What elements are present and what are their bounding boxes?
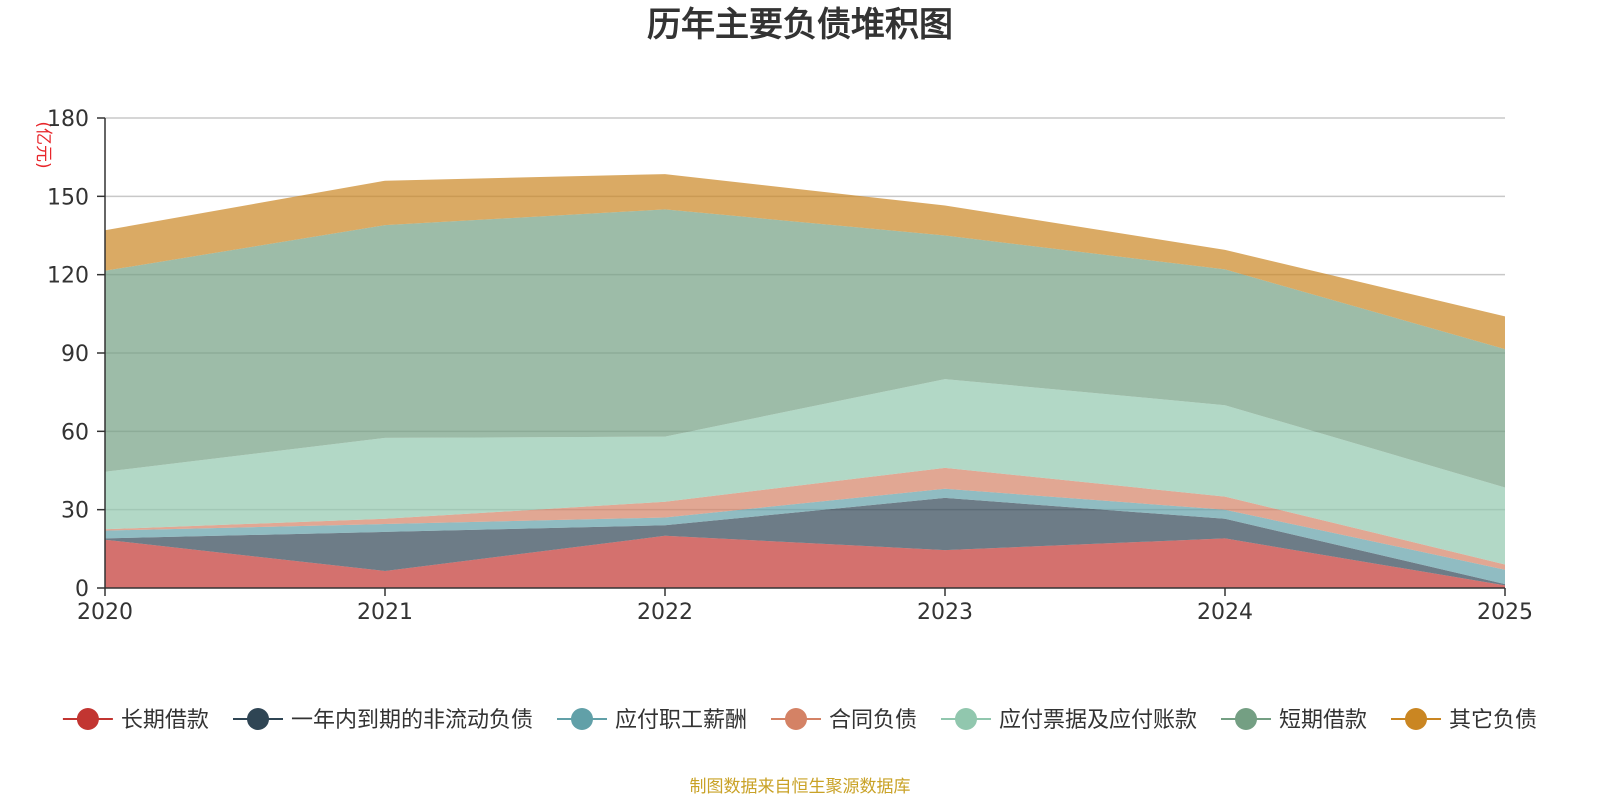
x-tick-label: 2024 (1197, 600, 1253, 625)
data-source-note: 制图数据来自恒生聚源数据库 (690, 777, 911, 797)
x-tick-label: 2021 (357, 600, 413, 625)
y-tick-label: 150 (47, 185, 89, 210)
y-tick-label: 180 (47, 107, 89, 132)
area-series-4 (105, 379, 1505, 565)
y-tick-label: 30 (61, 499, 89, 524)
legend-label: 合同负债 (829, 708, 917, 733)
legend-item-4[interactable]: 应付票据及应付账款 (941, 708, 1197, 733)
x-tick-label: 2022 (637, 600, 693, 625)
y-tick-label: 60 (61, 420, 89, 445)
legend-label: 一年内到期的非流动负债 (291, 708, 533, 733)
legend-label: 长期借款 (121, 708, 209, 733)
y-tick-label: 120 (47, 264, 89, 289)
chart-title: 历年主要负债堆积图 (647, 5, 953, 45)
legend-marker-icon (955, 708, 977, 730)
area-series-1 (105, 497, 1505, 586)
legend-item-6[interactable]: 其它负债 (1391, 708, 1537, 733)
legend-item-5[interactable]: 短期借款 (1221, 708, 1367, 733)
legend-marker-icon (1235, 708, 1257, 730)
legend-marker-icon (571, 708, 593, 730)
legend-item-3[interactable]: 合同负债 (771, 708, 917, 733)
legend-marker-icon (785, 708, 807, 730)
legend-marker-icon (1405, 708, 1427, 730)
y-tick-label: 0 (75, 577, 89, 602)
area-series-0 (105, 535, 1505, 588)
legend-label: 短期借款 (1279, 708, 1367, 733)
legend-item-1[interactable]: 一年内到期的非流动负债 (233, 708, 533, 733)
legend-marker-icon (76, 708, 99, 730)
x-tick-label: 2025 (1477, 600, 1533, 625)
area-series-2 (105, 488, 1505, 585)
legend[interactable]: 长期借款 一年内到期的非流动负债 应付职工薪酬 合同负债 应付票据及应付账款 短期借款 其它… (62, 708, 1537, 733)
legend-label: 应付票据及应付账款 (999, 708, 1197, 733)
x-tick-label: 2020 (77, 600, 133, 625)
axes: 0 30 60 90 120 150 180 2020 2021 2022 2023 2024 2025 (47, 107, 1533, 625)
area-series-6 (105, 174, 1505, 350)
legend-label: 应付职工薪酬 (615, 708, 747, 733)
y-tick-label: 90 (61, 342, 89, 367)
legend-marker-icon (247, 708, 269, 730)
area-series-5 (105, 209, 1505, 488)
y-axis-unit-label: (亿元) (33, 121, 53, 168)
legend-item-2[interactable]: 应付职工薪酬 (557, 708, 747, 733)
area-series (105, 174, 1505, 588)
area-series-3 (105, 467, 1505, 570)
legend-item-0[interactable]: 长期借款 (62, 708, 209, 733)
legend-label: 其它负债 (1449, 708, 1537, 733)
x-tick-label: 2023 (917, 600, 973, 625)
